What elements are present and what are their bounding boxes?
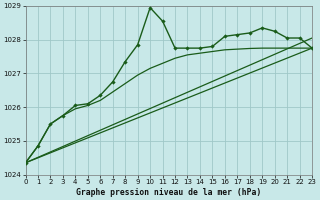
X-axis label: Graphe pression niveau de la mer (hPa): Graphe pression niveau de la mer (hPa) — [76, 188, 261, 197]
